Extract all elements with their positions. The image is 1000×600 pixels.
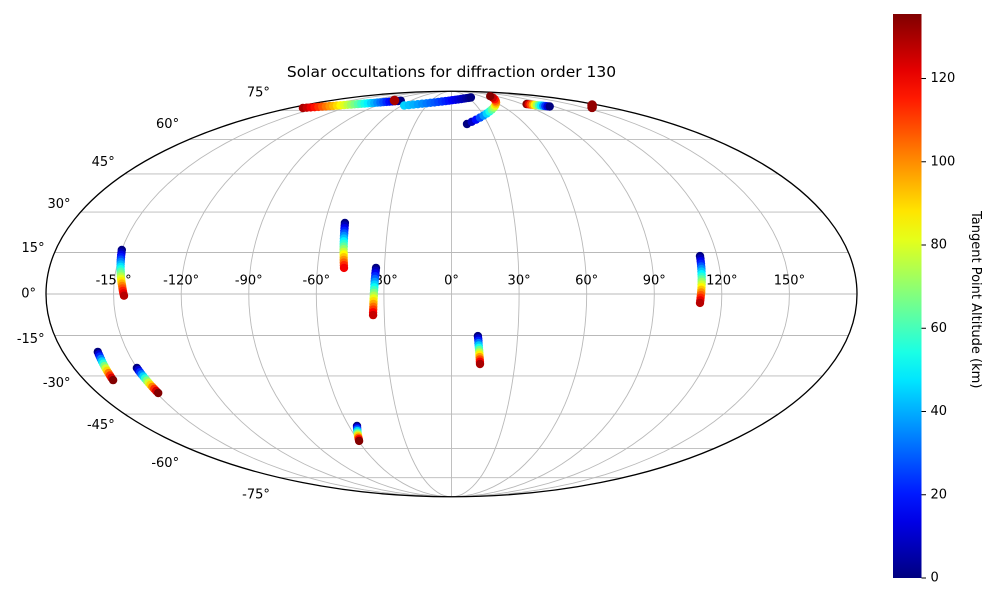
lat-tick-label: 15° <box>22 241 45 256</box>
occultation-point <box>486 92 495 101</box>
lon-tick-label: 90° <box>643 274 666 289</box>
occultation-point <box>587 102 597 113</box>
occultation-track <box>587 102 597 113</box>
occultation-track <box>462 92 501 129</box>
lon-tick-label: 0° <box>444 274 459 289</box>
lon-tick-label: 150° <box>774 274 805 289</box>
occultation-point <box>119 291 129 300</box>
occultation-point <box>108 375 118 385</box>
lat-tick-label: 45° <box>92 155 115 170</box>
map-boundary <box>45 90 858 498</box>
colorbar-tick-label: 80 <box>931 238 948 253</box>
occultation-point <box>154 388 163 398</box>
occultation-track <box>93 347 118 385</box>
colorbar-tick-label: 20 <box>931 487 948 502</box>
colorbar: 0 20 40 60 80 100 120 <box>893 14 955 586</box>
occultation-point <box>354 436 364 446</box>
lat-tick-label: -75° <box>242 488 270 503</box>
meridian-line <box>451 90 790 498</box>
lat-tick-label: -60° <box>151 456 179 471</box>
occultation-point <box>339 263 349 273</box>
colorbar-tick-label: 40 <box>931 404 948 419</box>
lat-tick-label: 75° <box>247 85 270 100</box>
occultation-track <box>352 421 364 446</box>
occultation-track <box>473 331 485 369</box>
chart-title: Solar occultations for diffraction order… <box>286 63 617 81</box>
meridian-line <box>248 90 452 498</box>
occultation-point <box>545 102 554 111</box>
lon-tick-label: 120° <box>706 274 737 289</box>
meridian-line <box>315 90 452 498</box>
occultation-point <box>695 298 705 308</box>
lat-tick-label: -30° <box>43 376 71 391</box>
lon-tick-label: 60° <box>575 274 598 289</box>
colorbar-tick-label: 0 <box>931 571 939 586</box>
colorbar-gradient <box>893 14 922 578</box>
occultation-point <box>389 95 400 106</box>
occultation-track <box>339 218 350 273</box>
occultation-track <box>132 363 163 398</box>
occultation-track <box>695 251 706 308</box>
occultation-point <box>368 310 378 320</box>
lat-tick-label: 0° <box>21 287 36 302</box>
colorbar-tick-label: 60 <box>931 321 948 336</box>
meridian-line <box>180 90 452 498</box>
meridian-line <box>451 90 655 498</box>
lat-tick-label: 30° <box>48 197 71 212</box>
occultation-tracks <box>93 92 706 446</box>
lon-tick-label: -90° <box>235 274 263 289</box>
colorbar-tick-label: 100 <box>931 154 956 169</box>
lon-tick-label: 30° <box>508 274 531 289</box>
occultation-track <box>522 99 554 111</box>
meridian-line <box>113 90 452 498</box>
meridian-line <box>383 90 452 498</box>
lon-tick-label: -60° <box>302 274 330 289</box>
meridian-line <box>451 90 588 498</box>
occultation-track <box>368 263 381 320</box>
meridian-line <box>451 90 723 498</box>
occultation-track <box>389 95 400 106</box>
occultation-point <box>466 93 476 102</box>
lat-tick-label: 60° <box>156 117 179 132</box>
occultation-track <box>400 93 476 110</box>
occultation-track <box>298 96 405 113</box>
occultation-track <box>116 245 129 300</box>
colorbar-axis-label: Tangent Point Altitude (km) <box>968 211 983 389</box>
colorbar-tick-label: 120 <box>931 71 956 86</box>
lon-tick-label: -120° <box>163 274 199 289</box>
latitude-labels: 75° 60° 45° 30° 15° 0° -15° -30° -45° -60° -75° <box>17 85 270 502</box>
lat-tick-label: -45° <box>87 418 115 433</box>
graticule <box>46 90 857 498</box>
occultation-point <box>475 359 485 369</box>
lat-tick-label: -15° <box>17 332 45 347</box>
